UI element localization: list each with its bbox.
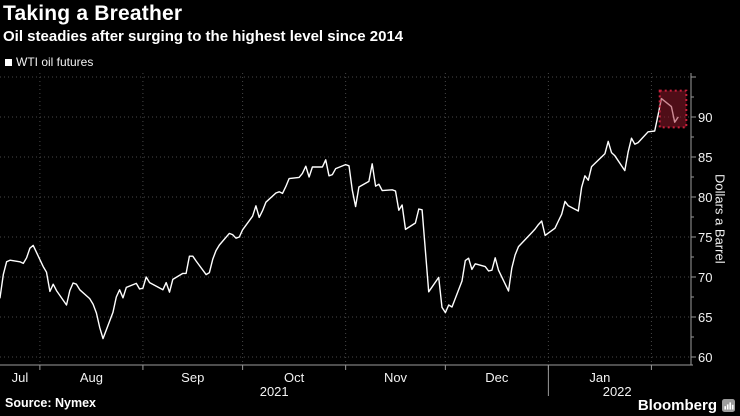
y-axis-label: 60 bbox=[698, 349, 713, 365]
y-axis-label: 65 bbox=[698, 309, 713, 325]
series-line-wti bbox=[0, 97, 679, 340]
x-axis-month-label: Nov bbox=[383, 370, 408, 385]
brand-logo: Bloomberg bbox=[638, 397, 735, 414]
source-label: Source: Nymex bbox=[5, 396, 97, 410]
y-axis-label: 85 bbox=[698, 149, 713, 165]
page-title: Taking a Breather bbox=[3, 2, 183, 25]
y-axis-label: 80 bbox=[698, 189, 713, 205]
x-axis-month-label: Oct bbox=[284, 370, 305, 385]
legend: WTI oil futures bbox=[5, 55, 93, 69]
legend-label: WTI oil futures bbox=[16, 55, 94, 69]
x-axis-year-label: 2022 bbox=[602, 384, 632, 399]
y-axis-title: Dollars a Barrel bbox=[712, 174, 728, 264]
y-axis-label: 75 bbox=[698, 229, 713, 245]
x-axis-month-label: Jul bbox=[11, 370, 29, 385]
x-axis-year-label: 2021 bbox=[259, 384, 289, 399]
x-axis-month-label: Jan bbox=[589, 370, 611, 385]
highlight-box bbox=[658, 89, 688, 129]
bar-chart-logo-icon bbox=[722, 399, 735, 412]
y-axis-label: 70 bbox=[698, 269, 713, 285]
y-axis-label: 90 bbox=[698, 109, 713, 125]
x-axis-month-label: Dec bbox=[485, 370, 509, 385]
legend-swatch-icon bbox=[5, 58, 12, 66]
brand-name: Bloomberg bbox=[637, 397, 717, 414]
x-axis-month-label: Sep bbox=[181, 370, 205, 385]
page-subtitle: Oil steadies after surging to the highes… bbox=[3, 28, 404, 45]
x-axis-month-label: Aug bbox=[79, 370, 103, 385]
